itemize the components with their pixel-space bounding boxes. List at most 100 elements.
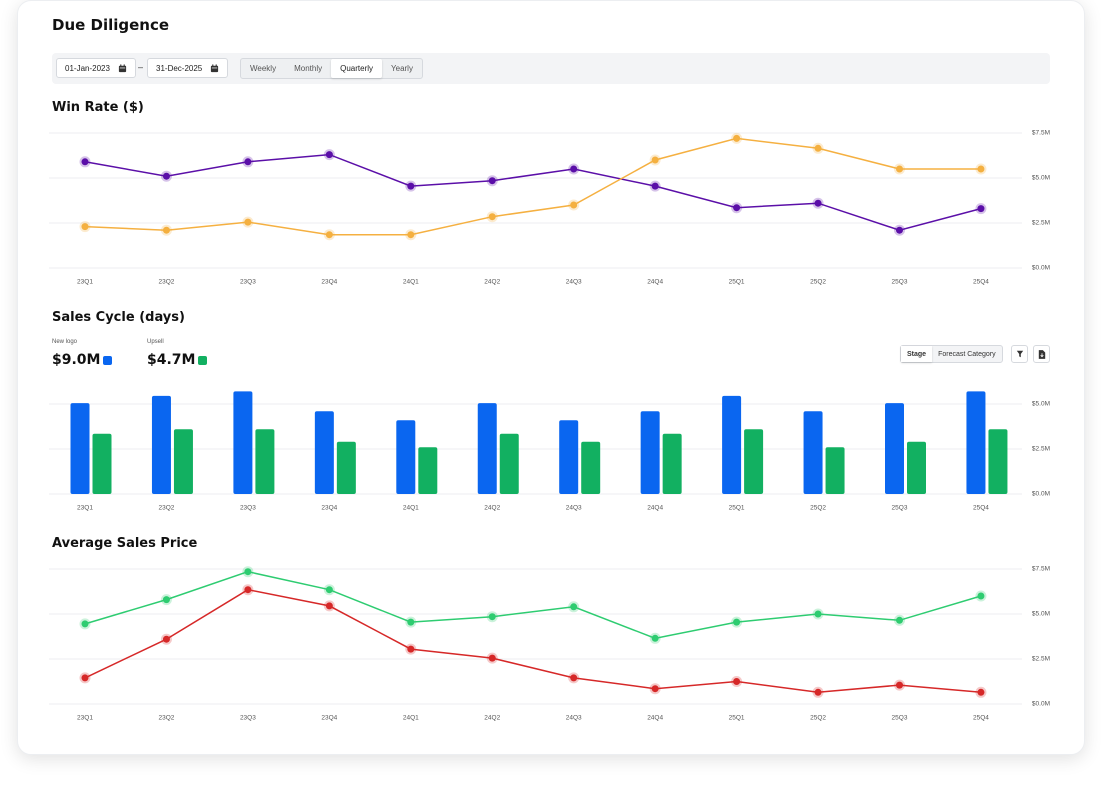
point xyxy=(160,170,172,182)
x-tick-label: 24Q3 xyxy=(566,715,582,722)
point xyxy=(649,180,661,192)
legend-name: New logo xyxy=(52,339,78,345)
x-tick-label: 24Q1 xyxy=(403,715,419,722)
point xyxy=(975,163,987,175)
end-date[interactable]: 31-Dec-2025 xyxy=(147,58,229,78)
x-tick-label: 24Q2 xyxy=(484,505,500,512)
bar xyxy=(396,420,416,494)
period-tab[interactable]: Yearly xyxy=(391,64,413,73)
x-tick-label: 24Q2 xyxy=(484,279,500,286)
filter-icon xyxy=(1016,350,1023,358)
y-tick-label: $5.0M xyxy=(1032,401,1050,408)
date-separator: – xyxy=(138,62,144,72)
y-tick-label: $7.5M xyxy=(1032,130,1050,137)
filter-button[interactable] xyxy=(1011,345,1028,363)
point xyxy=(160,633,172,645)
page-title: Due Diligence xyxy=(52,16,170,34)
bar xyxy=(988,429,1008,494)
x-tick-label: 24Q3 xyxy=(566,279,582,286)
legend-swatch xyxy=(103,356,112,365)
point xyxy=(568,199,580,211)
bar xyxy=(173,429,193,494)
point xyxy=(649,632,661,644)
point xyxy=(323,229,335,241)
bar xyxy=(640,411,660,494)
bar xyxy=(70,403,90,494)
y-tick-label: $0.0M xyxy=(1032,701,1050,708)
x-tick-label: 23Q3 xyxy=(240,505,256,512)
x-tick-label: 25Q1 xyxy=(729,715,745,722)
legend-swatch xyxy=(198,356,207,365)
start-date[interactable]: 01-Jan-2023 xyxy=(56,58,136,78)
chart-title: Average Sales Price xyxy=(52,536,197,551)
x-tick-label: 25Q1 xyxy=(729,279,745,286)
point xyxy=(812,142,824,154)
chart-title: Sales Cycle (days) xyxy=(52,310,185,325)
x-tick-label: 23Q2 xyxy=(158,505,174,512)
bar xyxy=(477,403,497,494)
point xyxy=(486,611,498,623)
point xyxy=(568,672,580,684)
legend-total: $4.7M xyxy=(147,352,196,368)
x-tick-label: 23Q4 xyxy=(321,505,337,512)
point xyxy=(79,618,91,630)
point xyxy=(649,154,661,166)
view-button[interactable]: Forecast Category xyxy=(938,350,996,358)
point xyxy=(79,221,91,233)
x-tick-label: 24Q1 xyxy=(403,279,419,286)
period-tab[interactable]: Quarterly xyxy=(331,59,383,78)
x-tick-label: 25Q3 xyxy=(892,279,908,286)
bar xyxy=(151,395,171,494)
chart-title: Win Rate ($) xyxy=(52,100,144,115)
point xyxy=(242,216,254,228)
x-tick-label: 24Q4 xyxy=(647,715,663,722)
point xyxy=(731,202,743,214)
period-tab[interactable]: Monthly xyxy=(294,64,323,73)
bar xyxy=(233,391,253,494)
legend-total: $9.0M xyxy=(52,352,101,368)
series-line xyxy=(84,153,982,231)
bar xyxy=(92,433,112,494)
point xyxy=(242,584,254,596)
x-tick-label: 25Q2 xyxy=(810,715,826,722)
x-tick-label: 25Q3 xyxy=(892,715,908,722)
view-button[interactable]: Stage xyxy=(901,346,933,362)
end-date-text: 31-Dec-2025 xyxy=(156,63,203,73)
x-tick-label: 25Q4 xyxy=(973,715,989,722)
x-tick-label: 25Q2 xyxy=(810,505,826,512)
bar xyxy=(499,433,519,494)
point xyxy=(486,211,498,223)
calendar-icon xyxy=(118,63,127,72)
bar xyxy=(825,447,845,494)
point xyxy=(894,163,905,175)
point xyxy=(975,590,987,602)
point xyxy=(812,608,824,620)
period-tab[interactable]: Weekly xyxy=(250,64,277,73)
point xyxy=(894,679,905,691)
download-icon xyxy=(1038,349,1045,359)
calendar-icon xyxy=(211,63,219,72)
x-tick-label: 24Q2 xyxy=(484,715,500,722)
start-date-text: 01-Jan-2023 xyxy=(65,63,110,73)
x-tick-label: 24Q1 xyxy=(403,505,419,512)
x-tick-label: 24Q4 xyxy=(647,279,663,286)
bar xyxy=(314,411,334,494)
card xyxy=(17,0,1085,755)
x-tick-label: 25Q4 xyxy=(973,505,989,512)
download-button[interactable] xyxy=(1033,345,1050,363)
x-tick-label: 23Q2 xyxy=(158,715,174,722)
point xyxy=(242,156,254,168)
y-tick-label: $2.5M xyxy=(1032,446,1050,453)
point xyxy=(405,643,417,655)
bar xyxy=(581,441,601,494)
point xyxy=(731,616,743,628)
point xyxy=(812,197,824,209)
point xyxy=(975,203,987,215)
point xyxy=(160,594,172,606)
y-tick-label: $5.0M xyxy=(1032,611,1050,618)
y-tick-label: $0.0M xyxy=(1032,491,1050,498)
point xyxy=(323,600,335,612)
series-line xyxy=(84,137,981,236)
y-tick-label: $7.5M xyxy=(1032,566,1050,573)
